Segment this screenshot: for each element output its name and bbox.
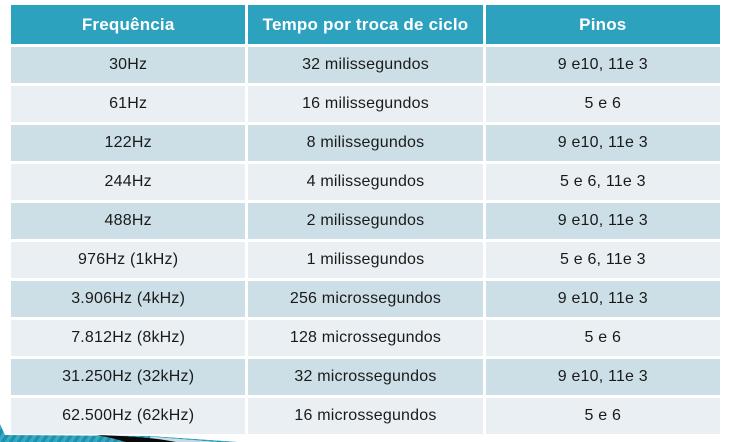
cell-frequency: 7.812Hz (8kHz) — [11, 320, 246, 356]
cell-frequency: 61Hz — [11, 86, 246, 122]
cell-pins: 9 e10, 11e 3 — [485, 47, 720, 83]
cell-time: 1 milissegundos — [248, 242, 483, 278]
frequency-table: Frequência Tempo por troca de ciclo Pino… — [11, 5, 720, 434]
cell-pins: 9 e10, 11e 3 — [485, 281, 720, 317]
cell-time: 128 microssegundos — [248, 320, 483, 356]
table-row: 7.812Hz (8kHz) 128 microssegundos 5 e 6 — [11, 320, 720, 356]
table-row: 488Hz 2 milissegundos 9 e10, 11e 3 — [11, 203, 720, 239]
cell-pins: 5 e 6 — [485, 398, 720, 434]
table-row: 61Hz 16 milissegundos 5 e 6 — [11, 86, 720, 122]
cell-pins: 5 e 6 — [485, 86, 720, 122]
cell-frequency: 30Hz — [11, 47, 246, 83]
cell-frequency: 244Hz — [11, 164, 246, 200]
table-row: 30Hz 32 milissegundos 9 e10, 11e 3 — [11, 47, 720, 83]
cell-time: 4 milissegundos — [248, 164, 483, 200]
table-row: 3.906Hz (4kHz) 256 microssegundos 9 e10,… — [11, 281, 720, 317]
cell-pins: 9 e10, 11e 3 — [485, 125, 720, 161]
cell-frequency: 31.250Hz (32kHz) — [11, 359, 246, 395]
column-header-pinos: Pinos — [485, 5, 720, 44]
cell-time: 16 milissegundos — [248, 86, 483, 122]
cell-time: 256 microssegundos — [248, 281, 483, 317]
cell-time: 32 microssegundos — [248, 359, 483, 395]
cell-pins: 9 e10, 11e 3 — [485, 359, 720, 395]
cell-frequency: 3.906Hz (4kHz) — [11, 281, 246, 317]
cell-frequency: 62.500Hz (62kHz) — [11, 398, 246, 434]
table-row: 976Hz (1kHz) 1 milissegundos 5 e 6, 11e … — [11, 242, 720, 278]
cell-pins: 9 e10, 11e 3 — [485, 203, 720, 239]
cell-frequency: 122Hz — [11, 125, 246, 161]
cell-frequency: 488Hz — [11, 203, 246, 239]
table-row: 31.250Hz (32kHz) 32 microssegundos 9 e10… — [11, 359, 720, 395]
column-header-tempo: Tempo por troca de ciclo — [248, 5, 483, 44]
cell-time: 8 milissegundos — [248, 125, 483, 161]
table-row: 244Hz 4 milissegundos 5 e 6, 11e 3 — [11, 164, 720, 200]
table-header-row: Frequência Tempo por troca de ciclo Pino… — [11, 5, 720, 44]
table-row: 62.500Hz (62kHz) 16 microssegundos 5 e 6 — [11, 398, 720, 434]
cell-time: 32 milissegundos — [248, 47, 483, 83]
cell-pins: 5 e 6, 11e 3 — [485, 242, 720, 278]
column-header-frequencia: Frequência — [11, 5, 246, 44]
cell-frequency: 976Hz (1kHz) — [11, 242, 246, 278]
cell-pins: 5 e 6 — [485, 320, 720, 356]
cell-pins: 5 e 6, 11e 3 — [485, 164, 720, 200]
cell-time: 16 microssegundos — [248, 398, 483, 434]
table-row: 122Hz 8 milissegundos 9 e10, 11e 3 — [11, 125, 720, 161]
cell-time: 2 milissegundos — [248, 203, 483, 239]
